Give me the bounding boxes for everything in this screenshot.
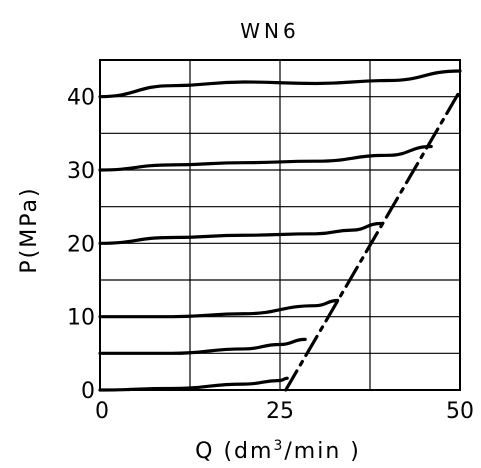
pressure-curve-4 [98, 298, 340, 319]
pressure-curve-3 [98, 221, 383, 245]
series-group [98, 69, 462, 392]
pressure-curve-5 [98, 337, 307, 355]
x-axis-label-superscript: 3 [273, 438, 284, 454]
pressure-curve-2 [98, 144, 433, 172]
x-axis-label-main: Q (dm [195, 439, 273, 464]
y-tick-label: 40 [67, 86, 95, 111]
y-axis-label: P(MPa) [17, 186, 42, 273]
chart-title: WN6 [240, 19, 299, 43]
grid [99, 59, 461, 391]
y-tick-label: 20 [67, 232, 95, 257]
x-axis-label: Q (dm3/min ) [195, 438, 361, 464]
x-tick-label: 50 [446, 399, 474, 424]
y-tick-label: 30 [67, 159, 95, 184]
x-tick-label: 25 [266, 399, 294, 424]
limit-line [284, 89, 462, 392]
x-tick-labels: 0 25 50 [95, 399, 474, 424]
pressure-curve-6 [98, 376, 289, 392]
y-tick-label: 10 [67, 306, 95, 331]
pressure-curve-1 [98, 69, 462, 99]
y-tick-labels: 0 10 20 30 40 [67, 86, 95, 404]
y-tick-label: 0 [81, 379, 95, 404]
x-axis-label-tail: /min ) [284, 439, 360, 464]
x-tick-label: 0 [95, 399, 109, 424]
